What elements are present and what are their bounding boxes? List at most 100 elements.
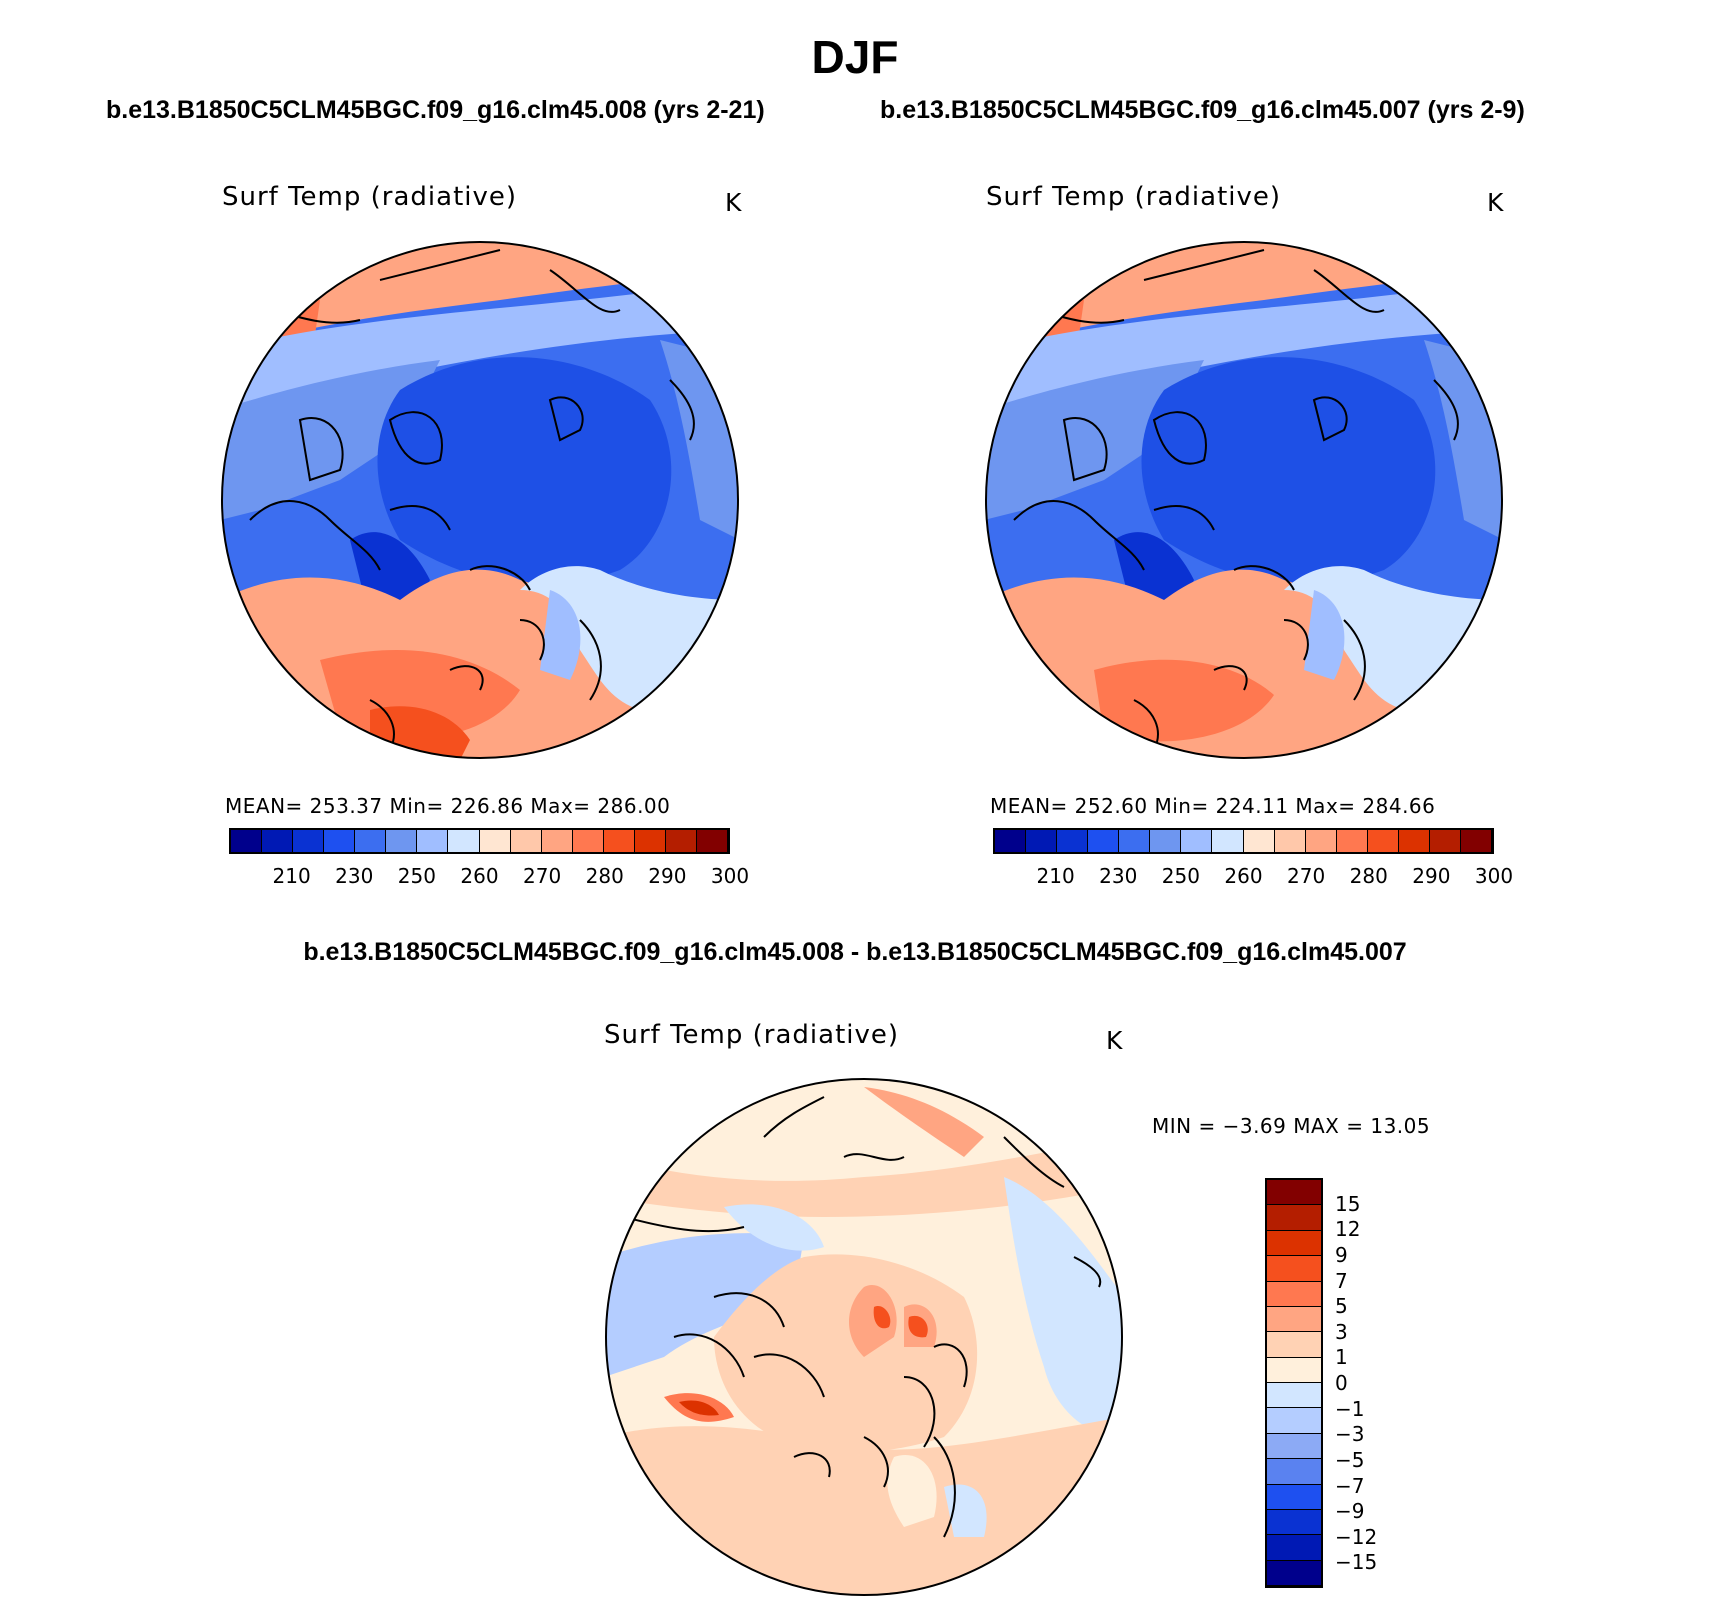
colorbar-diff-tick-label: −5 [1335, 1447, 1365, 1472]
colorbar-right-swatch [1212, 830, 1244, 852]
colorbar-diff-swatch [1267, 1433, 1321, 1460]
units-label-left: K [725, 188, 742, 217]
colorbar-right-swatch [1336, 830, 1368, 852]
colorbar-right-swatch [1305, 830, 1337, 852]
stats-right: MEAN= 252.60 Min= 224.11 Max= 284.66 [990, 794, 1436, 818]
colorbar-diff-swatch [1267, 1281, 1321, 1307]
colorbar-diff-tick-label: −15 [1335, 1550, 1378, 1575]
colorbar-diff-swatch [1267, 1357, 1321, 1383]
colorbar-left-swatch [665, 830, 697, 852]
colorbar-diff-swatch [1267, 1484, 1321, 1510]
colorbar-diff [1265, 1178, 1323, 1588]
colorbar-left-swatch [603, 830, 635, 852]
colorbar-right-swatch [1398, 830, 1430, 852]
colorbar-left-tick-label: 210 [272, 864, 311, 888]
colorbar-ticks-right: 210 230 250 260 270 280 290 300 [993, 864, 1514, 890]
colorbar-left-tick-label: 280 [585, 864, 624, 888]
colorbar-left-tick-label: 260 [460, 864, 499, 888]
colorbar-diff-tick-label: −9 [1335, 1499, 1365, 1524]
colorbar-left-swatch [293, 830, 325, 852]
variable-label-right: Surf Temp (radiative) [986, 182, 1282, 212]
colorbar-diff-tick-label: 0 [1335, 1371, 1348, 1395]
colorbar-diff-swatch [1267, 1459, 1321, 1485]
units-label-diff: K [1106, 1026, 1123, 1055]
colorbar-diff-swatch [1267, 1205, 1321, 1231]
colorbar-diff-swatch [1267, 1306, 1321, 1333]
colorbar-diff-tick-label: −1 [1335, 1396, 1365, 1421]
units-label-right: K [1487, 188, 1504, 217]
colorbar-diff-swatch [1267, 1509, 1321, 1536]
colorbar-diff-swatch [1267, 1408, 1321, 1434]
colorbar-right-swatch [995, 830, 1027, 852]
colorbar-ticks-left: 210 230 250 260 270 280 290 300 [229, 864, 750, 890]
polar-map-left [221, 241, 739, 759]
colorbar-left-swatch [448, 830, 480, 852]
colorbar-ticks-diff: 15 12 9 7 5 3 1 0 −1 −3 −5 −7 −9 −12 −15 [1335, 1178, 1415, 1588]
colorbar-left-swatch [634, 830, 666, 852]
colorbar-right-tick-label: 260 [1224, 864, 1263, 888]
colorbar-right-swatch [1429, 830, 1461, 852]
colorbar-right-swatch [1460, 830, 1492, 852]
stats-diff: MIN = −3.69 MAX = 13.05 [1152, 1114, 1431, 1138]
colorbar-left-swatch [324, 830, 356, 852]
colorbar-diff-swatch [1267, 1535, 1321, 1561]
polar-map-right [985, 241, 1503, 759]
colorbar-left-swatch [696, 830, 728, 852]
colorbar-left-tick-label: 290 [648, 864, 687, 888]
colorbar-left-tick-label: 230 [335, 864, 374, 888]
colorbar-diff-tick-label: −7 [1335, 1473, 1365, 1498]
case-title-left: b.e13.B1850C5CLM45BGC.f09_g16.clm45.008 … [106, 96, 765, 124]
colorbar-diff-swatch [1267, 1230, 1321, 1257]
colorbar-left-swatch [386, 830, 418, 852]
colorbar-right-tick-label: 280 [1349, 864, 1388, 888]
variable-label-diff: Surf Temp (radiative) [604, 1020, 900, 1050]
colorbar-right-swatch [1181, 830, 1213, 852]
colorbar-right-tick-label: 300 [1474, 864, 1514, 888]
colorbar-right-swatch [1057, 830, 1089, 852]
colorbar-left-tick-label: 300 [710, 864, 750, 888]
colorbar-left-swatch [355, 830, 387, 852]
colorbar-right-tick-label: 250 [1161, 864, 1200, 888]
colorbar-diff-tick-label: 1 [1335, 1345, 1348, 1370]
colorbar-right-swatch [1150, 830, 1182, 852]
colorbar-left-swatch [262, 830, 294, 852]
stats-left: MEAN= 253.37 Min= 226.86 Max= 286.00 [225, 794, 671, 818]
figure-title: DJF [811, 31, 899, 83]
polar-map-difference [605, 1078, 1123, 1596]
colorbar-right-swatch [1243, 830, 1275, 852]
colorbar-diff-swatch [1267, 1256, 1321, 1282]
colorbar-diff-tick-label: −3 [1335, 1422, 1365, 1447]
colorbar-left-swatch [479, 830, 511, 852]
colorbar-left-swatch [417, 830, 449, 852]
variable-label-left: Surf Temp (radiative) [222, 182, 518, 212]
colorbar-diff-swatch [1267, 1180, 1321, 1206]
colorbar-left-swatch [572, 830, 604, 852]
colorbar-diff-swatch [1267, 1383, 1321, 1409]
colorbar-left-tick-label: 270 [523, 864, 562, 888]
colorbar-right-swatch [1088, 830, 1120, 852]
colorbar-left-swatch [231, 830, 263, 852]
colorbar-diff-swatch [1267, 1332, 1321, 1358]
colorbar-diff-swatch [1267, 1560, 1321, 1586]
colorbar-diff-tick-label: 9 [1335, 1242, 1348, 1267]
colorbar-right-swatch [1026, 830, 1058, 852]
colorbar-right-tick-label: 270 [1287, 864, 1326, 888]
colorbar-right-tick-label: 230 [1099, 864, 1138, 888]
colorbar-diff-tick-label: 12 [1335, 1217, 1361, 1242]
colorbar-right-tick-label: 210 [1036, 864, 1075, 888]
colorbar-right-swatch [1367, 830, 1399, 852]
colorbar-right-swatch [1119, 830, 1151, 852]
colorbar-diff-tick-label: −12 [1335, 1524, 1378, 1549]
colorbar-right-tick-label: 290 [1412, 864, 1451, 888]
colorbar-left-tick-label: 250 [397, 864, 436, 888]
colorbar-diff-tick-label: 3 [1335, 1319, 1348, 1344]
colorbar-diff-tick-label: 5 [1335, 1294, 1348, 1319]
colorbar-right-swatch [1274, 830, 1306, 852]
case-title-right: b.e13.B1850C5CLM45BGC.f09_g16.clm45.007 … [880, 96, 1525, 124]
colorbar-diff-tick-label: 15 [1335, 1191, 1361, 1216]
difference-title: b.e13.B1850C5CLM45BGC.f09_g16.clm45.008 … [303, 938, 1407, 966]
colorbar-left-swatch [510, 830, 542, 852]
colorbar-left-swatch [541, 830, 573, 852]
colorbar-left [229, 828, 730, 854]
colorbar-right [993, 828, 1494, 854]
